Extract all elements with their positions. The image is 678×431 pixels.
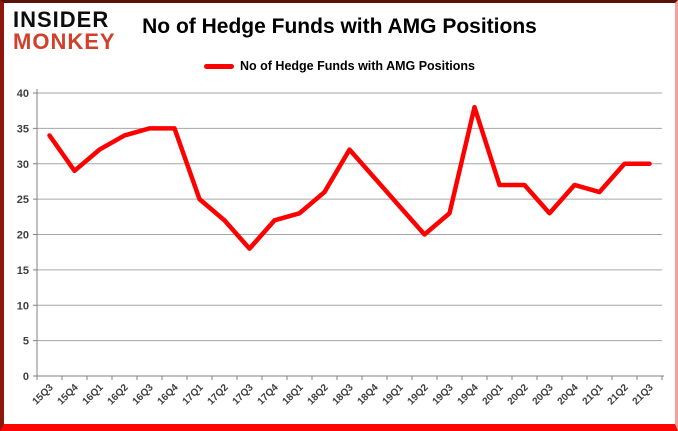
svg-text:18Q4: 18Q4 — [356, 382, 381, 407]
svg-text:16Q2: 16Q2 — [106, 382, 131, 407]
svg-text:0: 0 — [23, 371, 29, 383]
logo-text-insider: INSIDER — [13, 7, 110, 32]
svg-text:15: 15 — [17, 265, 29, 277]
svg-text:30: 30 — [17, 159, 29, 171]
svg-text:20Q3: 20Q3 — [531, 382, 556, 407]
svg-text:19Q2: 19Q2 — [406, 382, 431, 407]
svg-text:20Q2: 20Q2 — [506, 382, 531, 407]
svg-text:40: 40 — [17, 88, 29, 100]
svg-text:35: 35 — [17, 123, 29, 135]
logo-text-monkey: MONKEY — [13, 28, 116, 54]
svg-text:15Q4: 15Q4 — [56, 382, 81, 407]
legend-label: No of Hedge Funds with AMG Positions — [240, 59, 475, 73]
line-chart: 0 5 10 15 20 25 30 35 40 15Q3 15Q4 16Q1 16Q2 16Q3 16Q4… — [17, 88, 664, 407]
legend-line-marker — [204, 63, 235, 69]
svg-text:5: 5 — [23, 336, 29, 348]
chart-title: No of Hedge Funds with AMG Positions — [142, 15, 537, 38]
svg-text:18Q2: 18Q2 — [306, 382, 331, 407]
svg-text:20: 20 — [17, 230, 29, 242]
svg-text:20Q1: 20Q1 — [481, 382, 506, 407]
svg-text:20Q4: 20Q4 — [556, 382, 581, 407]
svg-text:19Q4: 19Q4 — [456, 382, 481, 407]
svg-text:25: 25 — [17, 194, 29, 206]
svg-text:19Q1: 19Q1 — [381, 382, 406, 407]
svg-text:16Q3: 16Q3 — [131, 382, 156, 407]
insider-monkey-logo: INSIDER MONKEY — [13, 9, 116, 52]
svg-text:17Q4: 17Q4 — [256, 382, 281, 407]
svg-text:21Q2: 21Q2 — [606, 382, 631, 407]
chart-legend: No of Hedge Funds with AMG Positions — [4, 59, 675, 73]
svg-text:18Q3: 18Q3 — [331, 382, 356, 407]
svg-text:19Q3: 19Q3 — [431, 382, 456, 407]
svg-text:18Q1: 18Q1 — [281, 382, 306, 407]
svg-text:16Q1: 16Q1 — [81, 382, 106, 407]
svg-text:17Q1: 17Q1 — [181, 382, 206, 407]
svg-text:10: 10 — [17, 300, 29, 312]
svg-text:21Q1: 21Q1 — [581, 382, 606, 407]
svg-text:17Q2: 17Q2 — [206, 382, 231, 407]
svg-text:16Q4: 16Q4 — [156, 382, 181, 407]
svg-text:15Q3: 15Q3 — [31, 382, 56, 407]
svg-text:17Q3: 17Q3 — [231, 382, 256, 407]
svg-text:21Q3: 21Q3 — [631, 382, 656, 407]
